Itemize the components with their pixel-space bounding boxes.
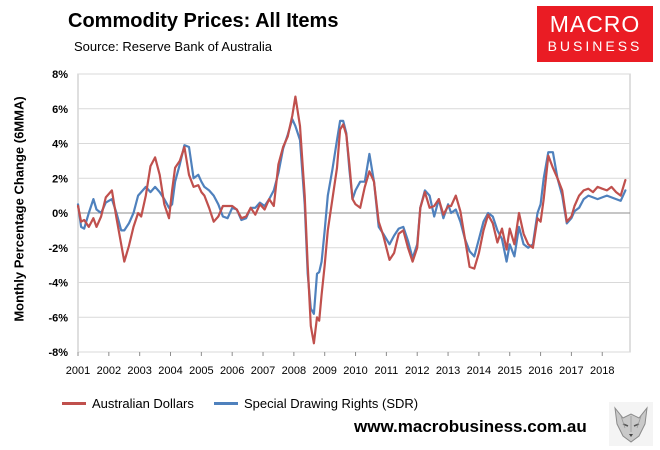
logo-line-1: MACRO — [549, 11, 641, 37]
legend-label-sdr: Special Drawing Rights (SDR) — [244, 396, 419, 411]
y-tick-label: -2% — [48, 243, 68, 255]
website-url[interactable]: www.macrobusiness.com.au — [354, 417, 587, 436]
x-tick-label: 2011 — [375, 365, 399, 377]
x-tick-label: 2018 — [590, 365, 614, 377]
x-tick-label: 2016 — [528, 365, 552, 377]
x-tick-label: 2006 — [220, 365, 244, 377]
series-line-aud — [76, 95, 627, 345]
series-line-sdr — [76, 118, 627, 315]
x-tick-label: 2010 — [343, 365, 367, 377]
y-tick-label: 2% — [52, 173, 68, 185]
chart-title: Commodity Prices: All Items — [68, 10, 339, 32]
x-tick-label: 2004 — [158, 365, 182, 377]
x-tick-label: 2003 — [127, 365, 151, 377]
y-tick-label: -6% — [48, 312, 68, 324]
x-tick-label: 2002 — [97, 365, 121, 377]
legend-swatch-sdr — [214, 402, 238, 405]
y-tick-label: 8% — [52, 69, 68, 81]
y-tick-label: 6% — [52, 104, 68, 116]
legend-label-aud: Australian Dollars — [92, 396, 194, 411]
x-tick-label: 2005 — [189, 365, 213, 377]
y-tick-label: 0% — [52, 208, 68, 220]
legend-swatch-aud — [62, 402, 86, 405]
y-tick-label: -4% — [48, 278, 68, 290]
logo-line-2: BUSINESS — [547, 38, 643, 54]
legend-item-aud: Australian Dollars — [62, 396, 194, 411]
x-tick-label: 2013 — [436, 365, 460, 377]
y-tick-label: -8% — [48, 347, 68, 359]
x-tick-label: 2017 — [559, 365, 583, 377]
wolf-logo-icon — [609, 402, 653, 446]
x-tick-label: 2007 — [251, 365, 275, 377]
y-tick-label: 4% — [52, 139, 68, 151]
chart-source: Source: Reserve Bank of Australia — [74, 39, 272, 54]
x-tick-label: 2008 — [282, 365, 306, 377]
x-tick-label: 2015 — [497, 365, 521, 377]
x-tick-label: 2001 — [66, 365, 90, 377]
x-tick-label: 2012 — [405, 365, 429, 377]
macrobusiness-logo: MACRO BUSINESS — [537, 6, 653, 62]
legend-item-sdr: Special Drawing Rights (SDR) — [214, 396, 418, 411]
x-tick-label: 2014 — [467, 365, 491, 377]
x-tick-label: 2009 — [312, 365, 336, 377]
